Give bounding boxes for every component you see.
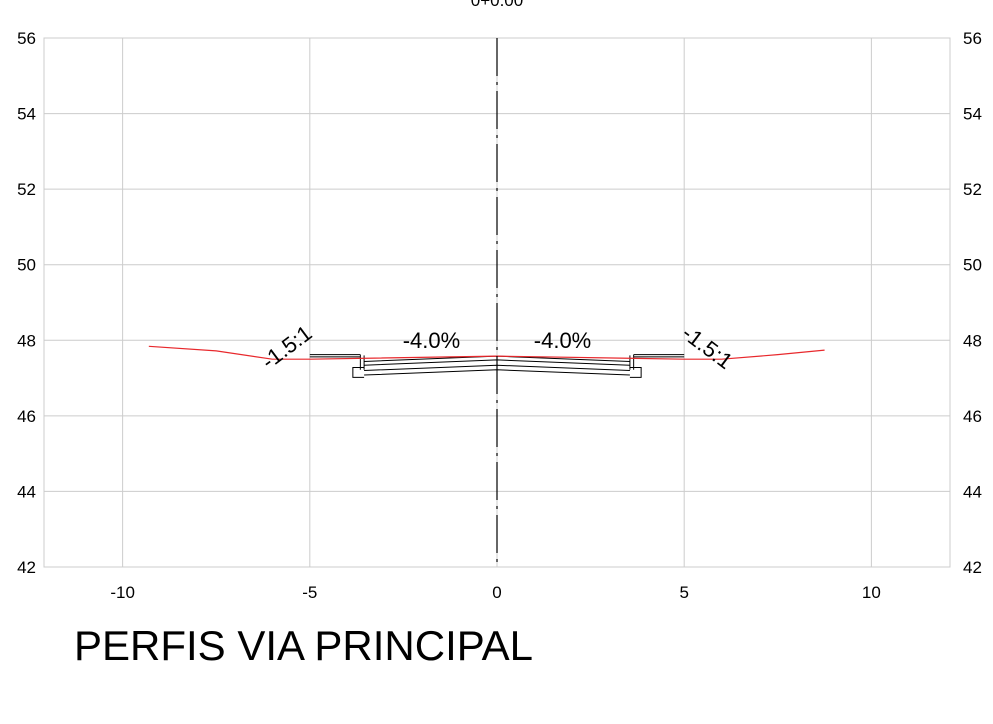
x-tick-label: 5 [679, 583, 688, 602]
grid [43, 37, 951, 568]
y-tick-label-right: 44 [963, 482, 982, 501]
y-tick-label-right: 48 [963, 331, 982, 350]
y-tick-label-left: 56 [17, 29, 36, 48]
base-step-right [629, 366, 642, 378]
slope-label: -4.0% [534, 328, 591, 353]
y-tick-label-left: 52 [17, 180, 36, 199]
y-tick-label-left: 50 [17, 256, 36, 275]
slope-label: -1.5:1 [257, 320, 317, 374]
axis-tick-labels: 42 42 44 44 46 46 48 48 50 50 52 52 54 54 56 56 -10 -5 0 5 1… [17, 29, 982, 602]
y-tick-label-right: 42 [963, 558, 982, 577]
x-tick-label: -5 [302, 583, 317, 602]
y-tick-label-left: 54 [17, 105, 36, 124]
y-tick-label-left: 44 [17, 482, 36, 501]
slope-label: -1.5:1 [677, 320, 737, 374]
y-tick-label-right: 54 [963, 105, 982, 124]
y-tick-label-right: 50 [963, 256, 982, 275]
y-tick-label-left: 42 [17, 558, 36, 577]
y-tick-label-right: 52 [963, 180, 982, 199]
drawing-title: PERFIS VIA PRINCIPAL [74, 622, 534, 669]
base-step-left [352, 366, 365, 378]
x-tick-label: -10 [110, 583, 135, 602]
x-tick-label: 10 [862, 583, 881, 602]
slope-label: -4.0% [403, 328, 460, 353]
station-label: 0+0.00 [471, 0, 523, 10]
y-tick-label-left: 46 [17, 407, 36, 426]
x-tick-label: 0 [492, 583, 501, 602]
y-tick-label-right: 46 [963, 407, 982, 426]
y-tick-label-right: 56 [963, 29, 982, 48]
y-tick-label-left: 48 [17, 331, 36, 350]
